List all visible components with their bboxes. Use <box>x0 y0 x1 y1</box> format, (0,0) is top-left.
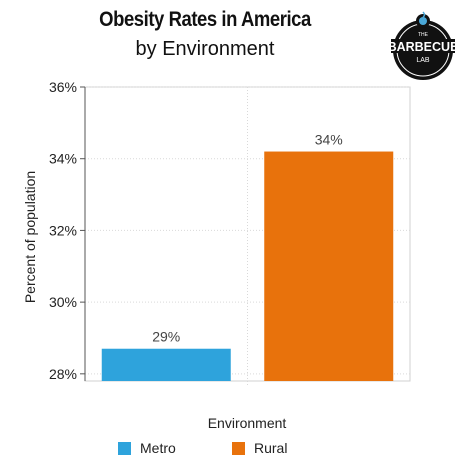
chart-subtitle: by Environment <box>135 38 275 60</box>
y-tick-label: 30% <box>49 294 77 310</box>
bar-rural <box>264 151 394 381</box>
legend-item-metro: Metro <box>118 438 176 458</box>
legend-swatch-rural <box>232 441 245 455</box>
x-axis-label: Environment <box>208 415 287 431</box>
legend-item-rural: Rural <box>232 438 287 458</box>
bar-layer <box>101 151 394 381</box>
logo-top-text: THE <box>418 32 429 38</box>
y-tick-label: 34% <box>49 151 77 167</box>
logo-main-text: BARBECUE <box>388 40 459 54</box>
y-axis-label: Percent of population <box>22 171 38 303</box>
y-tick-label: 28% <box>49 366 77 382</box>
legend-label-metro: Metro <box>140 440 176 456</box>
logo-sub-text: LAB <box>416 57 430 64</box>
label-layer: 28% 30% 32% 34% 36% 29% 34% <box>49 79 343 382</box>
legend-swatch-metro <box>118 441 131 455</box>
data-label-rural: 34% <box>315 132 343 148</box>
y-tick-label: 32% <box>49 222 77 238</box>
barbecue-lab-logo: THE BARBECUE LAB <box>388 11 459 80</box>
legend-label-rural: Rural <box>254 440 288 456</box>
chart-title: Obesity Rates in America <box>99 8 311 31</box>
y-tick-label: 36% <box>49 79 77 95</box>
data-label-metro: 29% <box>152 329 180 345</box>
bar-metro <box>101 348 231 381</box>
